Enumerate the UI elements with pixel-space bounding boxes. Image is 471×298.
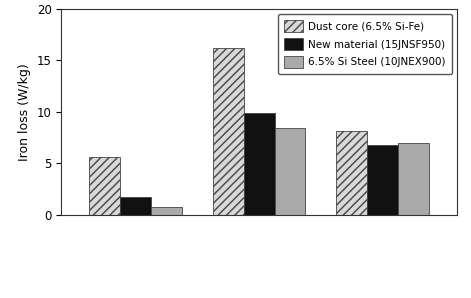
Bar	[275, 128, 305, 215]
Legend: Dust core (6.5% Si-Fe), New material (15JNSF950), 6.5% Si Steel (10JNEX900): Dust core (6.5% Si-Fe), New material (15…	[278, 14, 452, 74]
Bar	[213, 48, 244, 215]
Y-axis label: Iron loss (W/kg): Iron loss (W/kg)	[18, 63, 31, 161]
Bar	[336, 131, 367, 215]
Bar	[89, 157, 120, 215]
Bar	[244, 113, 275, 215]
Bar	[367, 145, 398, 215]
Bar	[151, 207, 182, 215]
Bar	[398, 142, 429, 215]
Bar	[120, 197, 151, 215]
